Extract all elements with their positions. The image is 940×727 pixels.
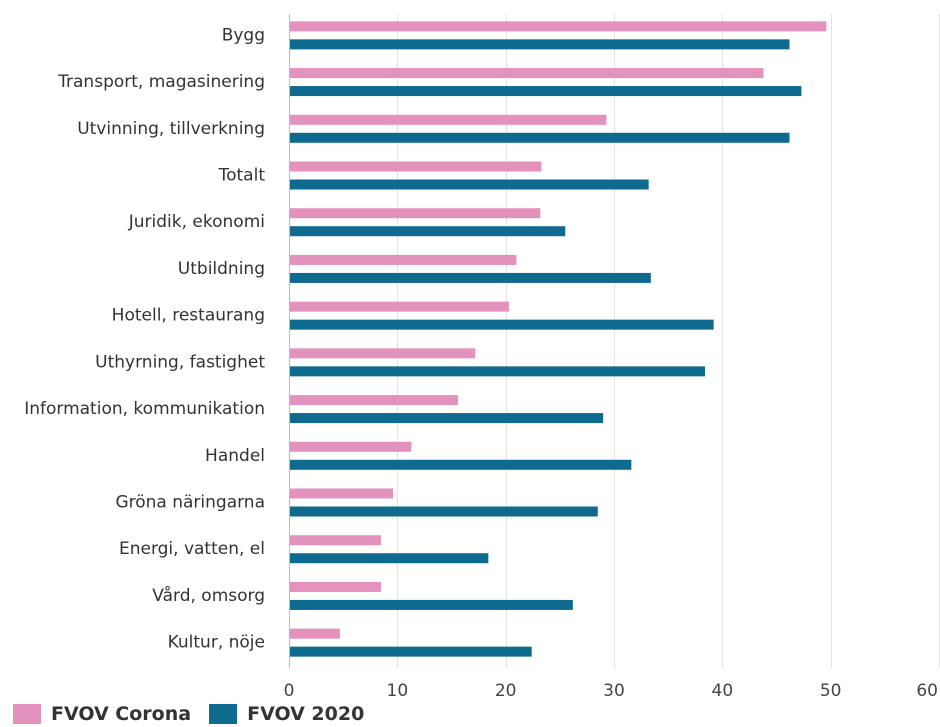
category-label: Vård, omsorg bbox=[152, 585, 265, 606]
bar-fvov-corona[interactable] bbox=[290, 535, 382, 546]
bar-fvov-2020[interactable] bbox=[290, 272, 651, 283]
bar-fvov-2020[interactable] bbox=[290, 226, 566, 237]
legend-label-corona: FVOV Corona bbox=[51, 703, 192, 725]
category-label: Bygg bbox=[222, 25, 265, 45]
category-label: Kultur, nöje bbox=[168, 633, 265, 653]
category-label: Energi, vatten, el bbox=[119, 539, 265, 559]
bar-fvov-corona[interactable] bbox=[290, 68, 764, 79]
bars bbox=[290, 21, 827, 657]
category-label: Totalt bbox=[218, 166, 266, 186]
legend-label-2020: FVOV 2020 bbox=[247, 703, 365, 725]
bar-fvov-2020[interactable] bbox=[290, 506, 598, 517]
x-tick-label: 50 bbox=[820, 681, 842, 700]
bar-fvov-2020[interactable] bbox=[290, 86, 802, 97]
bar-fvov-2020[interactable] bbox=[290, 459, 632, 470]
category-label: Uthyrning, fastighet bbox=[95, 352, 265, 372]
bar-fvov-corona[interactable] bbox=[290, 488, 393, 499]
category-label: Utbildning bbox=[178, 259, 265, 279]
bar-fvov-corona[interactable] bbox=[290, 441, 412, 452]
bar-fvov-2020[interactable] bbox=[290, 132, 790, 143]
bar-fvov-corona[interactable] bbox=[290, 395, 458, 406]
category-label: Information, kommunikation bbox=[24, 399, 265, 419]
bar-fvov-corona[interactable] bbox=[290, 21, 827, 32]
bar-fvov-2020[interactable] bbox=[290, 646, 532, 657]
bar-fvov-2020[interactable] bbox=[290, 553, 489, 564]
legend-swatch-2020 bbox=[209, 704, 238, 724]
bar-fvov-corona[interactable] bbox=[290, 348, 476, 359]
bar-fvov-corona[interactable] bbox=[290, 301, 509, 312]
category-label: Hotell, restaurang bbox=[112, 306, 265, 326]
bar-fvov-corona[interactable] bbox=[290, 114, 607, 125]
bar-fvov-2020[interactable] bbox=[290, 39, 790, 50]
category-labels: Bygg Transport, magasinering Utvinning, ti… bbox=[24, 25, 265, 652]
category-label: Gröna näringarna bbox=[115, 493, 265, 513]
x-tick-label: 30 bbox=[603, 681, 625, 700]
bar-fvov-2020[interactable] bbox=[290, 366, 705, 377]
bar-fvov-2020[interactable] bbox=[290, 599, 573, 610]
category-label: Utvinning, tillverkning bbox=[77, 119, 265, 139]
category-label: Handel bbox=[205, 446, 265, 466]
bar-fvov-corona[interactable] bbox=[290, 628, 340, 639]
legend-swatch-corona bbox=[13, 704, 41, 724]
bar-fvov-2020[interactable] bbox=[290, 319, 714, 330]
x-tick-label: 60 bbox=[916, 681, 938, 700]
bar-fvov-corona[interactable] bbox=[290, 254, 517, 265]
legend-item-corona[interactable]: FVOV Corona bbox=[13, 703, 191, 725]
x-tick-label: 10 bbox=[387, 681, 409, 700]
bar-fvov-corona[interactable] bbox=[290, 208, 541, 219]
x-tick-label: 20 bbox=[495, 681, 517, 700]
bar-fvov-2020[interactable] bbox=[290, 413, 604, 424]
category-label: Transport, magasinering bbox=[57, 72, 265, 92]
category-label: Juridik, ekonomi bbox=[128, 212, 265, 232]
legend-item-2020[interactable]: FVOV 2020 bbox=[209, 703, 364, 725]
gridlines bbox=[289, 14, 940, 668]
bar-chart: Bygg Transport, magasinering Utvinning, ti… bbox=[24, 14, 940, 700]
bar-fvov-2020[interactable] bbox=[290, 179, 649, 190]
x-axis-tick-labels: 0 10 20 30 40 50 60 bbox=[284, 681, 938, 700]
bar-fvov-corona[interactable] bbox=[290, 581, 382, 592]
legend: FVOV Corona FVOV 2020 bbox=[13, 703, 382, 725]
bar-fvov-corona[interactable] bbox=[290, 161, 542, 172]
x-tick-label: 0 bbox=[284, 681, 295, 700]
x-tick-label: 40 bbox=[712, 681, 734, 700]
